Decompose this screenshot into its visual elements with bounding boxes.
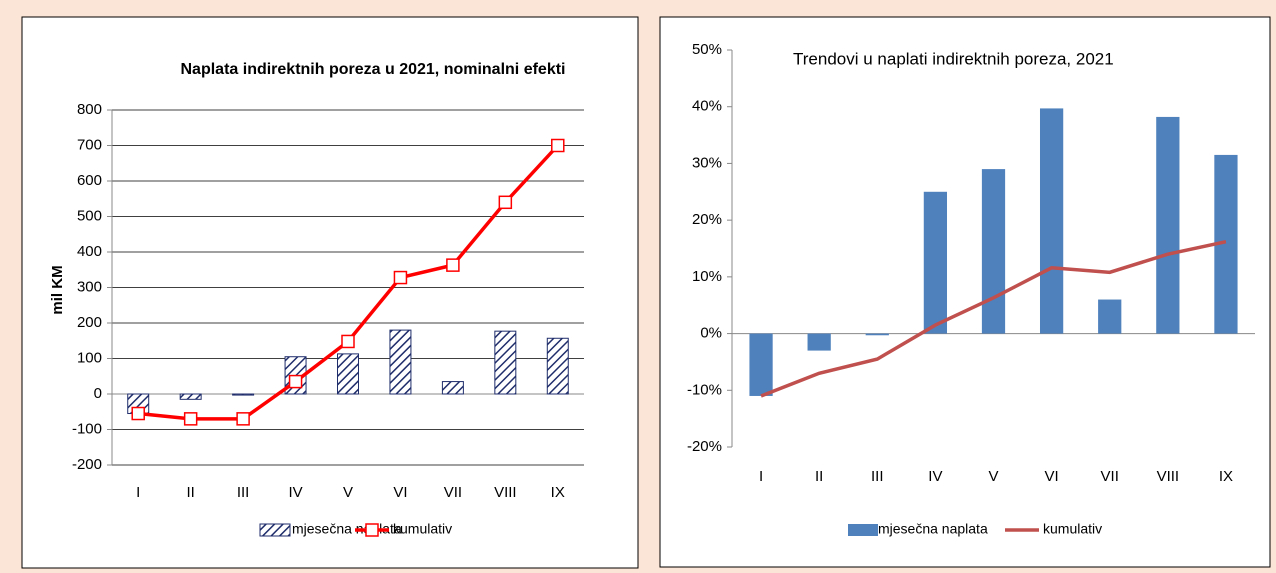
legend-label: kumulativ — [1043, 521, 1102, 537]
x-tick-label: VIII — [494, 484, 517, 501]
bar — [494, 330, 517, 395]
bar — [179, 393, 202, 400]
x-tick-label: I — [136, 484, 140, 501]
y-tick-label: 20% — [692, 211, 722, 228]
x-tick-label: V — [343, 484, 353, 501]
legend-label: mjesečna naplata — [878, 521, 988, 537]
line — [760, 239, 1227, 398]
y-tick-label: -20% — [687, 438, 722, 455]
y-tick-label: 800 — [77, 101, 102, 118]
y-tick-label: -10% — [687, 381, 722, 398]
bar — [1039, 108, 1064, 334]
y-tick-label: 700 — [77, 136, 102, 153]
y-tick-label: 0 — [94, 385, 102, 402]
bar — [807, 333, 831, 351]
y-tick-label: 50% — [692, 41, 722, 58]
bar — [389, 329, 412, 395]
marker — [236, 412, 250, 426]
marker — [498, 195, 513, 210]
y-tick-label: 40% — [692, 98, 722, 115]
chart-title: Naplata indirektnih poreza u 2021, nomin… — [181, 61, 566, 78]
marker — [551, 138, 565, 153]
x-tick-label: VI — [393, 484, 407, 501]
legend-swatch — [848, 524, 878, 536]
marker — [341, 334, 355, 349]
bar — [981, 169, 1006, 334]
x-tick-label: IX — [551, 484, 565, 501]
bar — [923, 191, 948, 334]
x-tick-label: VII — [1101, 468, 1119, 485]
y-tick-label: 10% — [692, 268, 722, 285]
x-tick-label: II — [186, 484, 194, 501]
x-tick-label: I — [759, 468, 763, 485]
marker — [131, 406, 145, 421]
x-tick-label: IV — [928, 468, 942, 485]
chart-title: Trendovi u naplati indirektnih poreza, 2… — [793, 49, 1114, 68]
marker — [393, 270, 408, 285]
bar — [546, 337, 569, 395]
y-tick-label: 300 — [77, 278, 102, 295]
legend-marker — [365, 523, 379, 537]
bar — [337, 353, 359, 395]
x-tick-label: III — [237, 484, 250, 501]
bar — [865, 333, 889, 336]
x-tick-label: IV — [288, 484, 302, 501]
marker — [446, 258, 460, 272]
bar — [232, 393, 255, 396]
legend-label: kumulativ — [393, 521, 452, 537]
x-tick-label: V — [988, 468, 998, 485]
y-tick-label: -100 — [72, 420, 102, 437]
y-tick-label: 30% — [692, 154, 722, 171]
marker — [288, 374, 303, 389]
y-tick-label: 400 — [77, 243, 102, 260]
x-tick-label: IX — [1219, 468, 1233, 485]
x-tick-label: III — [871, 468, 884, 485]
x-tick-label: II — [815, 468, 823, 485]
legend-swatch — [259, 523, 291, 537]
x-tick-label: VII — [444, 484, 462, 501]
y-tick-label: 200 — [77, 314, 102, 331]
x-tick-label: VIII — [1157, 468, 1180, 485]
bar — [1156, 116, 1180, 334]
y-axis-label: mil KM — [49, 265, 66, 314]
bar — [749, 333, 773, 396]
chart-frame — [21, 16, 639, 569]
y-tick-label: 0% — [700, 325, 722, 342]
bar — [1214, 154, 1238, 334]
y-tick-label: 600 — [77, 172, 102, 189]
marker — [183, 412, 198, 426]
y-tick-label: 100 — [77, 349, 102, 366]
y-tick-label: -200 — [72, 456, 102, 473]
bar — [1098, 299, 1122, 334]
bar — [441, 381, 464, 395]
x-tick-label: VI — [1045, 468, 1059, 485]
y-tick-label: 500 — [77, 207, 102, 224]
